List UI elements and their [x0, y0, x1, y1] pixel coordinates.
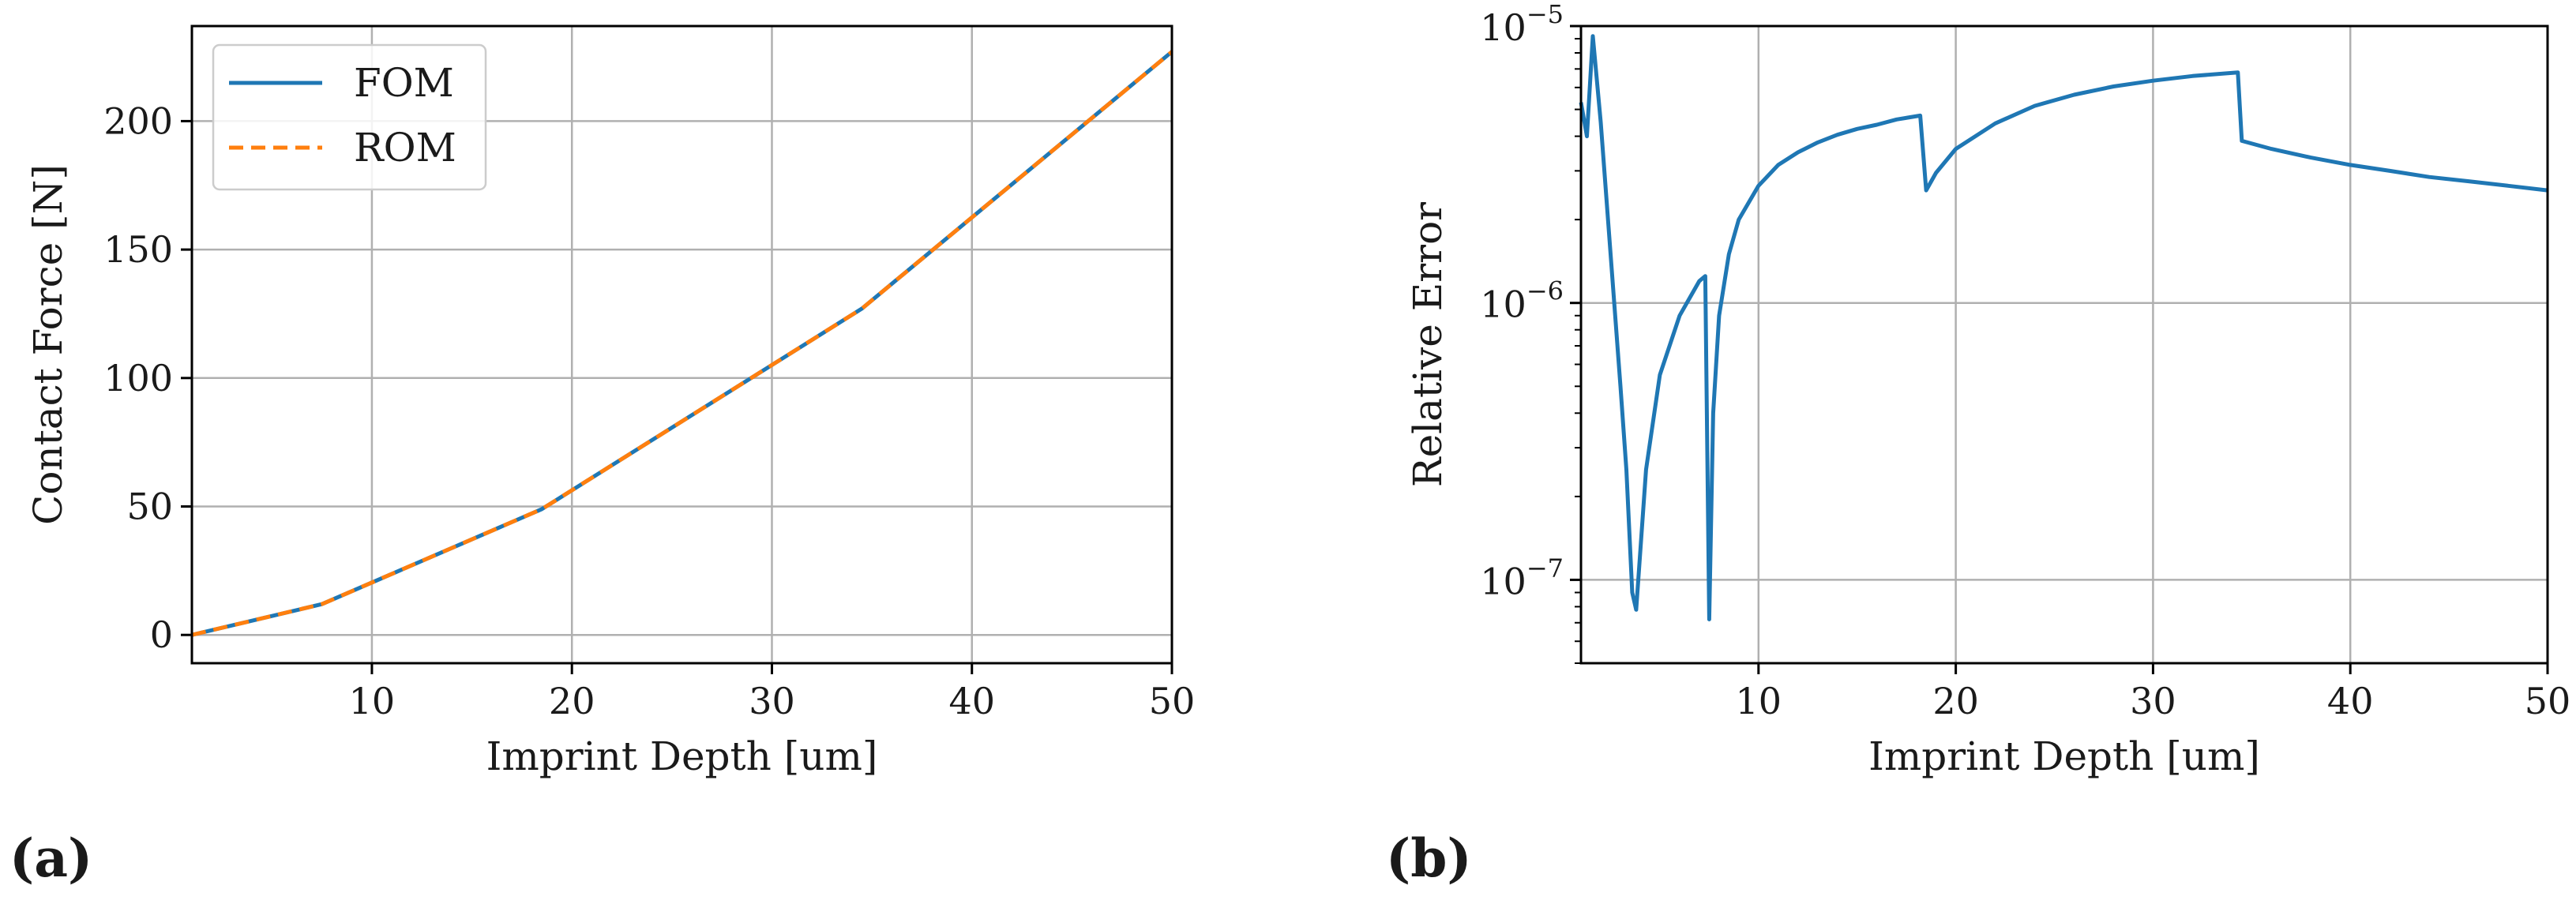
panel-a-y-tick-50: 50	[126, 486, 173, 528]
panel-a-x-tick-50: 50	[1149, 680, 1196, 722]
panel-b-x-tick-20: 20	[1932, 680, 1979, 722]
panel-b-x-axis-label: Imprint Depth [um]	[1868, 733, 2260, 779]
panel-a-y-tick-100: 100	[103, 357, 173, 399]
panel-b-y-tick-10e-5: 10−5	[1480, 0, 1564, 49]
panel-a-legend: FOM ROM	[212, 43, 487, 191]
panel-b-y-tick-10e-6: 10−6	[1480, 276, 1564, 326]
panel-a-x-tick-40: 40	[948, 680, 995, 722]
panel-b-y-axis-label: Relative Error	[1405, 202, 1451, 487]
panel-b-y-tick-10e-7: 10−7	[1480, 553, 1564, 602]
panel-b-x-tick-50: 50	[2525, 680, 2571, 722]
panel-b-x-tick-10: 10	[1736, 680, 1782, 722]
panel-a-ticks: 10 20 30 40 50 0 50 100 150 200	[103, 99, 1195, 722]
panel-a-x-tick-20: 20	[549, 680, 595, 722]
panel-b-y-tick-base: 10	[1480, 283, 1526, 326]
panel-b-y-tick-exponent: −6	[1526, 276, 1564, 306]
panel-a-y-axis-label: Contact Force [N]	[25, 164, 71, 525]
panel-a-y-tick-0: 0	[150, 613, 173, 656]
legend-label-rom: ROM	[354, 125, 456, 171]
panel-b-axes-frame	[1579, 24, 2549, 665]
panel-a-x-tick-10: 10	[349, 680, 396, 722]
panel-a-y-tick-200: 200	[103, 99, 173, 142]
panel-a-label: (a)	[9, 827, 92, 889]
panel-a: 10 20 30 40 50 0 50 100 150 200 Imprint Depth [um…	[9, 24, 1195, 889]
panel-a-x-axis-label: Imprint Depth [um]	[486, 733, 878, 779]
panel-b-series	[1579, 34, 2548, 621]
panel-a-series	[191, 50, 1173, 637]
panel-b-y-tick-base: 10	[1480, 560, 1526, 602]
panel-a-grid	[192, 26, 1173, 663]
series-line-relative-error	[1579, 34, 2548, 621]
panel-b-y-tick-base: 10	[1480, 6, 1526, 49]
panel-b-label: (b)	[1386, 827, 1472, 889]
series-line-rom	[191, 50, 1173, 637]
panel-b-y-tick-exponent: −5	[1526, 0, 1564, 29]
panel-b-x-tick-40: 40	[2327, 680, 2374, 722]
panel-b-x-tick-30: 30	[2130, 680, 2176, 722]
panel-a-x-tick-30: 30	[749, 680, 795, 722]
legend-label-fom: FOM	[354, 60, 454, 106]
panel-a-axes-frame	[190, 24, 1173, 665]
panel-a-y-tick-150: 150	[103, 228, 173, 271]
panel-b-y-tick-exponent: −7	[1526, 553, 1564, 583]
